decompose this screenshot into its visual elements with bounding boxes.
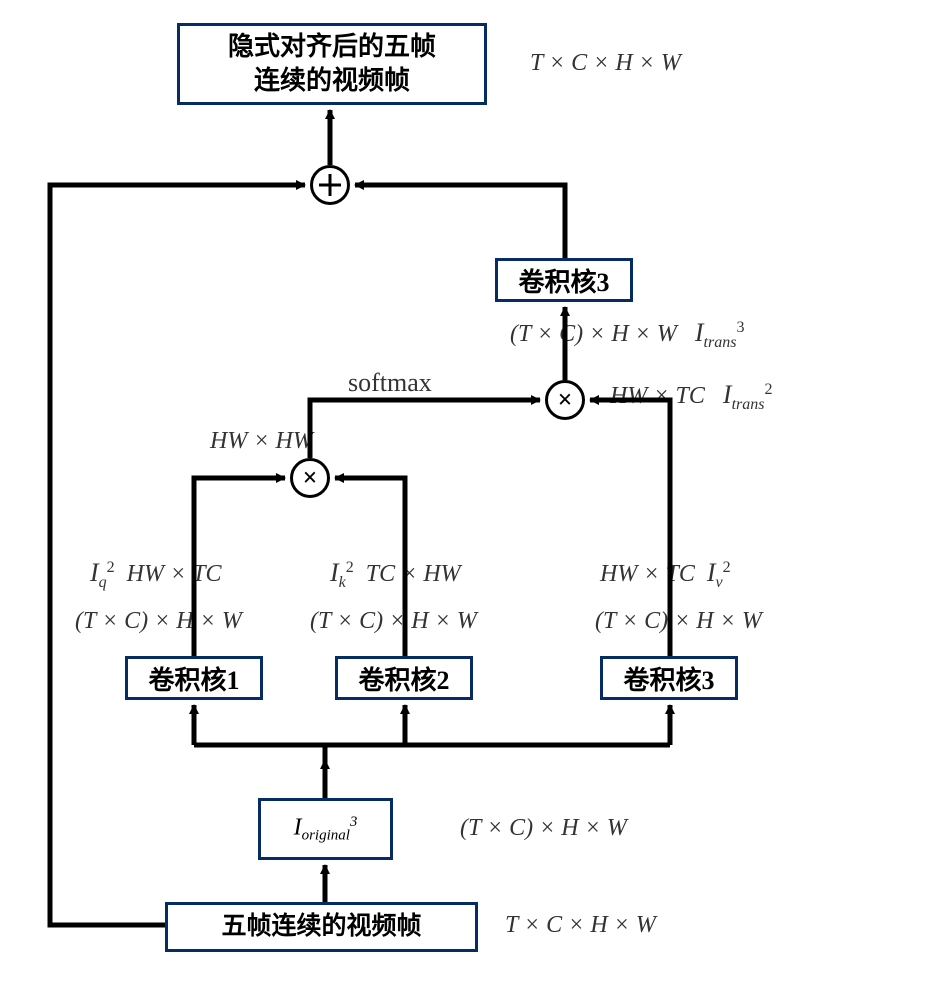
mul-op-1: × [290, 458, 330, 498]
mul-op-2: × [545, 380, 585, 420]
branch-k-dim2: (T × C) × H × W [310, 608, 477, 635]
branch-v-dim2: (T × C) × H × W [595, 608, 762, 635]
i-original-box: Ioriginal3 [258, 798, 393, 860]
branch-q-label: Iq2 HW × TC [90, 558, 222, 592]
times-icon: × [303, 463, 318, 493]
input-dim-label: T × C × H × W [505, 912, 656, 939]
times-icon: × [558, 385, 573, 415]
add-op [310, 165, 350, 205]
conv1-box: 卷积核1 [125, 656, 263, 700]
output-dim-label: T × C × H × W [530, 50, 681, 77]
branch-k-label: Ik2 TC × HW [330, 558, 461, 592]
branch-v-label: HW × TC Iv2 [600, 558, 731, 592]
softmax-label: softmax [348, 368, 432, 398]
mul1-dim-label: HW × HW [210, 428, 313, 455]
conv3-top-dim-label: (T × C) × H × W Itrans3 [510, 318, 744, 352]
diagram-arrows [0, 0, 940, 1000]
conv3-top-box: 卷积核3 [495, 258, 633, 302]
output-box: 隐式对齐后的五帧 连续的视频帧 [177, 23, 487, 105]
i-original-dim-label: (T × C) × H × W [460, 815, 627, 842]
branch-q-dim2: (T × C) × H × W [75, 608, 242, 635]
input-box: 五帧连续的视频帧 [165, 902, 478, 952]
plus-icon [313, 168, 347, 202]
conv2-box: 卷积核2 [335, 656, 473, 700]
mul2-right-label: HW × TC Itrans2 [610, 380, 772, 414]
output-line1: 隐式对齐后的五帧 [228, 32, 436, 61]
output-line2: 连续的视频帧 [254, 66, 410, 95]
conv3-box: 卷积核3 [600, 656, 738, 700]
